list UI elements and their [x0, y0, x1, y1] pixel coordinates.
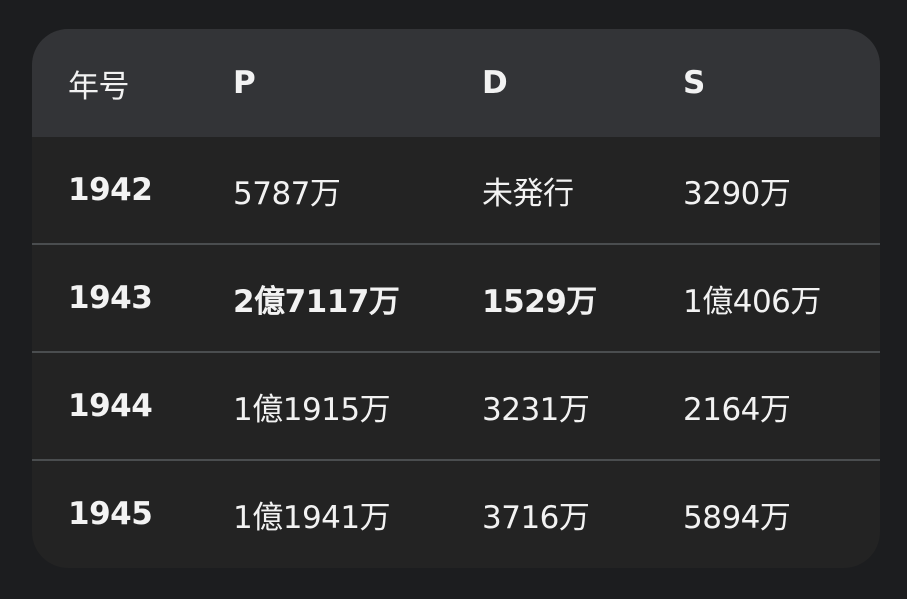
- d-cell: 3231万: [482, 391, 590, 428]
- header-s: S: [683, 65, 705, 101]
- table-header: 年号 P D S: [32, 29, 880, 137]
- d-cell: 未発行: [482, 175, 574, 212]
- year-cell: 1945: [68, 496, 153, 532]
- d-cell: 1529万: [482, 283, 597, 320]
- year-cell: 1944: [68, 388, 153, 424]
- table-row: 1942 5787万 未発行 3290万: [32, 137, 880, 243]
- table-row: 1943 2億7117万 1529万 1億406万: [32, 243, 880, 351]
- s-cell: 2164万: [683, 391, 791, 428]
- s-cell: 3290万: [683, 175, 791, 212]
- header-d: D: [482, 65, 508, 101]
- year-cell: 1943: [68, 280, 153, 316]
- p-cell: 2億7117万: [233, 283, 400, 320]
- p-cell: 1億1941万: [233, 499, 391, 536]
- table-row: 1945 1億1941万 3716万 5894万: [32, 459, 880, 567]
- d-cell: 3716万: [482, 499, 590, 536]
- header-year: 年号: [68, 68, 130, 105]
- mintage-table: 年号 P D S 1942 5787万 未発行 3290万 1943 2億711…: [32, 29, 880, 568]
- s-cell: 5894万: [683, 499, 791, 536]
- p-cell: 5787万: [233, 175, 341, 212]
- s-cell: 1億406万: [683, 283, 821, 320]
- year-cell: 1942: [68, 172, 153, 208]
- header-p: P: [233, 65, 256, 101]
- p-cell: 1億1915万: [233, 391, 391, 428]
- table-row: 1944 1億1915万 3231万 2164万: [32, 351, 880, 459]
